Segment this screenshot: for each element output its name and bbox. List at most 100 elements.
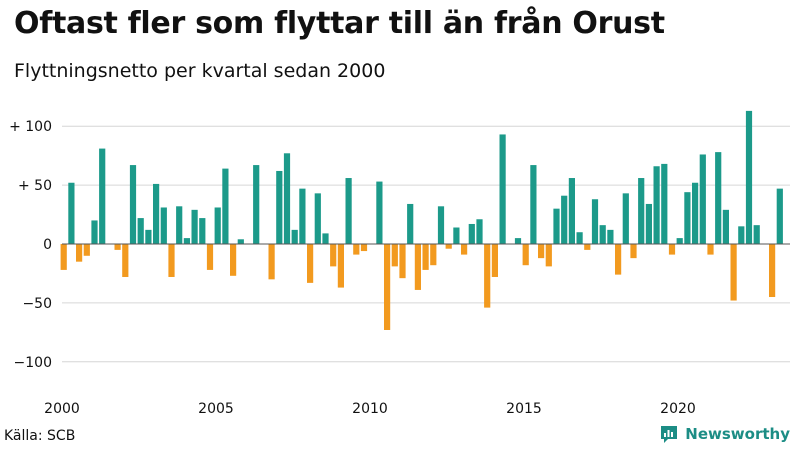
bar <box>83 244 90 256</box>
bar <box>91 220 98 244</box>
bar <box>376 181 383 244</box>
bar <box>214 207 221 244</box>
bar <box>553 208 560 244</box>
bar <box>122 244 129 277</box>
x-tick-label: 2000 <box>44 401 80 417</box>
y-tick-label: −100 <box>14 355 52 371</box>
y-tick-label: + 100 <box>9 119 52 135</box>
bar <box>353 244 360 255</box>
bar <box>591 199 599 244</box>
bar <box>176 206 183 244</box>
bar <box>568 178 575 244</box>
y-tick-label: 0 <box>43 237 52 253</box>
bar <box>776 188 783 244</box>
bar <box>638 178 645 244</box>
bar <box>183 238 190 244</box>
bar <box>707 244 714 255</box>
bar <box>499 134 506 244</box>
bar <box>615 244 622 275</box>
bar <box>314 193 321 244</box>
bar <box>253 165 260 244</box>
bar <box>199 218 206 244</box>
bar <box>745 110 753 244</box>
x-tick-label: 2005 <box>198 401 234 417</box>
bar <box>160 207 167 244</box>
bar <box>468 223 475 244</box>
bar <box>384 244 391 330</box>
bar <box>538 244 545 259</box>
bar <box>453 227 460 244</box>
bar <box>129 165 137 244</box>
bar <box>561 195 568 244</box>
newsworthy-logo-icon <box>661 426 678 443</box>
y-tick-label: −50 <box>22 296 52 312</box>
bar <box>276 170 283 244</box>
x-tick-label: 2010 <box>352 401 388 417</box>
bar <box>360 244 368 252</box>
chart-title: Oftast fler som flyttar till än från Oru… <box>14 6 665 41</box>
bar <box>722 209 729 244</box>
bar <box>391 244 398 267</box>
bar <box>153 183 160 244</box>
bar <box>330 244 337 267</box>
bar <box>599 225 606 244</box>
bar <box>291 229 298 244</box>
bar <box>476 219 483 244</box>
bar <box>530 165 537 244</box>
bar <box>668 244 676 255</box>
bar <box>60 244 67 270</box>
bar <box>491 244 498 277</box>
bar <box>653 166 660 244</box>
bar <box>206 244 214 270</box>
bar <box>630 244 637 259</box>
bar <box>514 238 522 244</box>
brand-logo-block: Newsworthy <box>659 424 790 444</box>
bar <box>484 244 491 308</box>
chart-subtitle: Flyttningsnetto per kvartal sedan 2000 <box>14 60 386 82</box>
x-tick-label: 2015 <box>506 401 542 417</box>
bar <box>76 244 83 262</box>
bar <box>753 225 760 244</box>
bar <box>522 244 529 266</box>
bar <box>137 218 144 244</box>
bar <box>168 244 175 277</box>
bar <box>399 244 406 279</box>
bar <box>237 239 244 244</box>
y-tick-label: + 50 <box>18 178 52 194</box>
bar <box>661 163 668 244</box>
bar <box>322 233 329 244</box>
bar <box>430 244 437 266</box>
bar <box>145 229 152 244</box>
bar <box>576 232 583 244</box>
bar <box>684 192 691 244</box>
bar <box>337 244 344 288</box>
bar <box>114 244 121 250</box>
bar <box>299 188 306 244</box>
bar <box>730 244 737 301</box>
bar <box>769 244 776 298</box>
bar <box>437 206 445 244</box>
bar <box>715 152 722 244</box>
brand-name: Newsworthy <box>685 425 790 443</box>
bar <box>230 244 237 276</box>
bar <box>738 226 745 244</box>
bar <box>222 168 229 244</box>
x-tick-label: 2020 <box>660 401 696 417</box>
bar <box>414 244 421 290</box>
bar <box>461 244 468 255</box>
bar <box>283 153 291 244</box>
bar <box>584 244 591 250</box>
bar <box>268 244 275 280</box>
bar <box>607 229 614 244</box>
bar <box>191 209 198 244</box>
bar <box>645 203 652 244</box>
bar <box>622 193 629 244</box>
bar <box>68 182 75 244</box>
bar <box>699 154 706 244</box>
bar <box>307 244 314 283</box>
bar <box>407 203 414 244</box>
bar <box>445 244 452 249</box>
source-note: Källa: SCB <box>4 428 76 444</box>
bar <box>676 238 683 244</box>
